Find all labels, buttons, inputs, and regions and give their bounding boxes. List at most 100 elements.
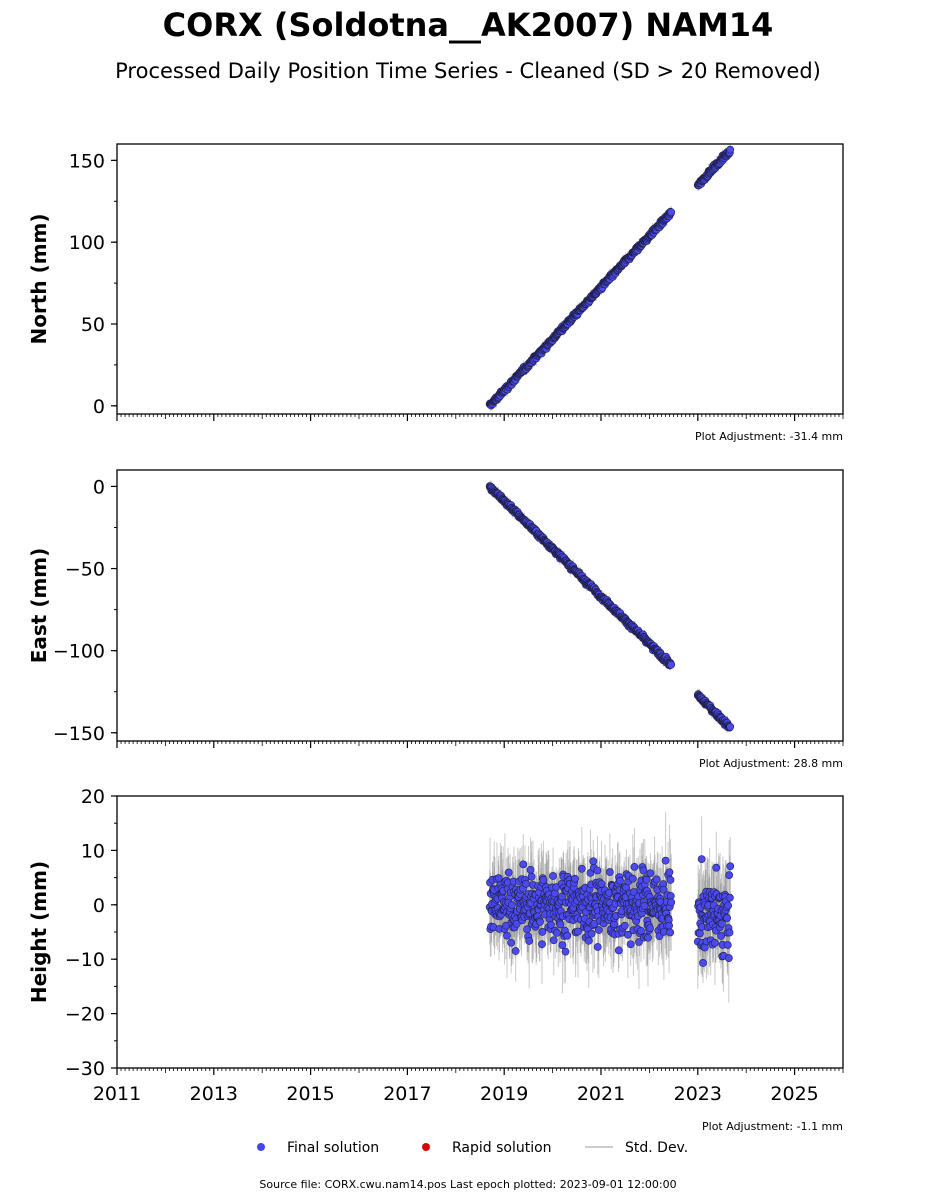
data-point <box>614 946 623 955</box>
data-point <box>589 857 598 866</box>
data-point <box>667 898 676 907</box>
east-ylabel: East (mm) <box>27 548 51 664</box>
data-point <box>665 868 674 877</box>
height-ytick-label: 20 <box>81 786 105 808</box>
data-point <box>552 929 561 937</box>
east-frame <box>116 469 844 742</box>
legend: Final solution Rapid solution Std. Dev. <box>257 1140 688 1156</box>
data-point <box>635 938 643 946</box>
height-ytick-label: −20 <box>65 1004 105 1026</box>
data-point <box>563 931 572 940</box>
height-frame <box>116 795 844 1069</box>
data-point <box>726 722 735 731</box>
north-ylabel: North (mm) <box>27 213 51 344</box>
data-point <box>616 876 624 885</box>
east-ytick-label: −150 <box>53 723 105 745</box>
data-point <box>587 929 596 938</box>
legend-rapid-marker <box>422 1143 430 1151</box>
east-ytick-label: −50 <box>65 559 105 581</box>
height-xtick-label: 2011 <box>93 1083 141 1105</box>
data-point <box>724 901 733 910</box>
data-point <box>699 959 707 967</box>
data-point <box>519 860 528 869</box>
data-point <box>561 947 570 956</box>
data-point <box>637 927 645 935</box>
north-ytick-label: 50 <box>81 314 105 336</box>
data-point <box>665 921 674 930</box>
data-point <box>640 901 649 910</box>
data-point <box>527 872 536 881</box>
height-plot-adjustment: Plot Adjustment: -1.1 mm <box>702 1120 843 1133</box>
data-point <box>549 936 558 945</box>
east-panel: 0 −50 −100 −150 East (mm) Plot Adjustment: 28… <box>27 469 844 770</box>
data-point <box>644 933 652 942</box>
height-ytick-label: −10 <box>65 949 105 971</box>
legend-rapid-label: Rapid solution <box>452 1140 552 1156</box>
data-point <box>626 940 635 949</box>
data-point <box>712 863 721 872</box>
data-point <box>538 928 547 936</box>
north-panel: 0 50 100 150 North (mm) Plot Adjustment: -31.… <box>27 143 844 443</box>
height-xtick-label: 2013 <box>190 1083 238 1105</box>
east-ytick-label: 0 <box>93 476 105 498</box>
height-ytick-label: −30 <box>65 1058 105 1080</box>
north-ytick-label: 100 <box>69 232 105 254</box>
data-point <box>605 868 614 876</box>
height-xtick-label: 2025 <box>770 1083 818 1105</box>
data-point <box>667 660 676 669</box>
data-point <box>659 885 668 894</box>
data-point <box>525 937 534 945</box>
data-point <box>639 866 648 875</box>
north-final-points <box>485 145 735 410</box>
legend-final-label: Final solution <box>287 1140 379 1156</box>
data-point <box>717 931 726 940</box>
data-point <box>725 928 734 937</box>
north-frame <box>116 143 844 415</box>
height-xtick-label: 2021 <box>577 1083 625 1105</box>
data-point <box>522 879 530 888</box>
data-point <box>549 872 557 880</box>
data-point <box>724 954 733 962</box>
data-point <box>666 928 675 937</box>
data-point <box>642 875 651 884</box>
data-point <box>502 921 510 930</box>
height-xtick-label: 2019 <box>480 1083 528 1105</box>
data-point <box>503 931 511 940</box>
north-ytick-label: 0 <box>93 396 105 418</box>
data-point <box>574 927 582 936</box>
data-point <box>717 919 726 928</box>
height-plot-area <box>485 812 735 1003</box>
data-point <box>646 924 654 933</box>
data-point <box>593 866 602 875</box>
data-point <box>620 921 629 930</box>
east-ytick-label: −100 <box>53 641 105 663</box>
data-point <box>667 208 676 217</box>
data-point <box>652 875 661 884</box>
data-point <box>507 938 516 947</box>
east-final-points <box>485 482 735 732</box>
data-point <box>593 943 602 951</box>
legend-final-marker <box>257 1143 265 1151</box>
source-footer: Source file: CORX.cwu.nam14.pos Last epo… <box>259 1178 676 1191</box>
data-point <box>646 869 655 878</box>
data-point <box>723 941 732 949</box>
height-panel: 20 10 0 −10 −20 −30 2011 2013 2015 2017 2019 2021 20… <box>27 786 844 1133</box>
data-point <box>558 941 567 950</box>
data-point <box>556 920 565 929</box>
height-xtick-label: 2015 <box>286 1083 334 1105</box>
data-point <box>628 874 637 883</box>
data-point <box>507 901 516 909</box>
data-point <box>526 865 535 874</box>
data-point <box>661 856 670 865</box>
data-point <box>623 930 632 939</box>
chart-title: CORX (Soldotna__AK2007) NAM14 <box>163 6 774 44</box>
height-xtick-label: 2017 <box>383 1083 431 1105</box>
data-point <box>547 920 555 929</box>
data-point <box>539 875 548 884</box>
legend-stddev-label: Std. Dev. <box>625 1140 688 1156</box>
north-ytick-label: 150 <box>69 150 105 172</box>
east-plot-area <box>485 480 735 733</box>
data-point <box>630 862 639 871</box>
